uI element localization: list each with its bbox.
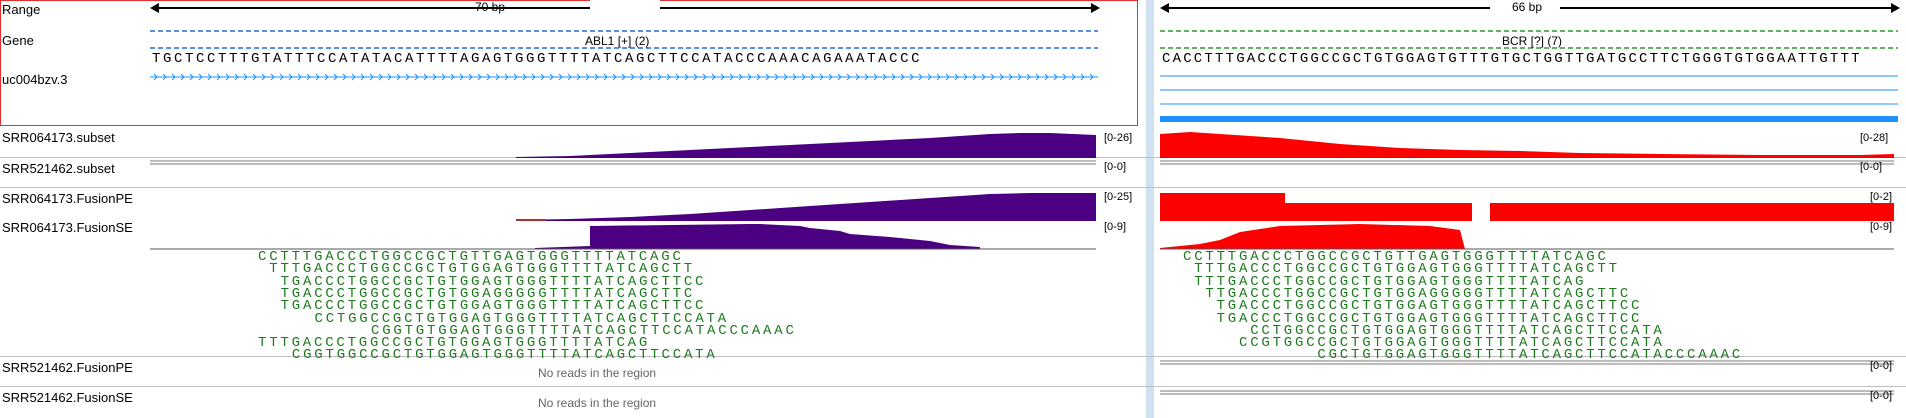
left-coverage-fusionpe[interactable]	[150, 190, 1096, 221]
right-range-pe2: [0-0]	[1870, 360, 1893, 372]
left-coverage-srr521462-subset	[150, 160, 1096, 165]
read-alignment[interactable]: TGACCCTGGCCGCTGTGGAGTGGGTTTTATCAGCTTCC	[1216, 298, 1643, 315]
read-alignment[interactable]: TGACCCTGGCCGCTGTGGAGTGGGTTTTATCAGCTTCC	[280, 273, 707, 290]
read-alignment[interactable]: TGACCCTGGCCGCTGTGGAGTGGGTTTTATCAGCTTCC	[280, 298, 707, 315]
row-divider	[0, 386, 1906, 387]
read-alignment[interactable]: CCTGGCCGCTGTGGAGTGGGTTTTATCAGCTTCCATA	[314, 310, 729, 327]
right-gene-track[interactable]	[1160, 28, 1900, 52]
track-label-srr064173-fusionpe: SRR064173.FusionPE	[2, 191, 133, 206]
right-gene-label[interactable]: BCR [?] (7)	[1502, 34, 1563, 48]
track-label-srr521462-fusionpe: SRR521462.FusionPE	[2, 360, 133, 375]
read-alignment[interactable]: CCTTTGACCCTGGCCGCTGTTGAGTGGGTTTTATCAGC	[258, 249, 684, 265]
left-range-fusionse: [0-9]	[1104, 221, 1127, 233]
right-coverage-fusionpe[interactable]	[1160, 190, 1894, 221]
right-coverage-srr521462-fusionse	[1160, 390, 1894, 395]
read-alignment[interactable]: CGGTGGCCGCTGTGGAGTGGGTTTTATCAGCTTCCATA	[291, 347, 718, 364]
right-range-fusionse: [0-9]	[1870, 221, 1893, 233]
read-alignment[interactable]: TTTGACCCTGGCCGCTGTGGAGTGGGTTTTATCAGCTT	[1194, 261, 1620, 278]
right-coverage-fusionse[interactable]	[1160, 222, 1894, 252]
left-range-ruler	[150, 0, 1100, 16]
left-coverage-srr064173-subset[interactable]	[150, 130, 1096, 158]
left-no-reads-pe: No reads in the region	[538, 366, 657, 380]
track-label-srr521462-subset: SRR521462.subset	[2, 161, 115, 176]
read-alignment[interactable]: TTTGACCCTGGCCGCTGTGGAGTGGGTTTTATCAG	[1194, 273, 1587, 290]
right-range-ruler	[1160, 0, 1900, 16]
left-no-reads-se: No reads in the region	[538, 396, 657, 410]
right-transcript-track[interactable]	[1160, 70, 1900, 126]
left-range-subset2: [0-0]	[1104, 161, 1127, 173]
read-alignment[interactable]: TGACCCTGGCCGCTGTGGAGGGGGTTTTATCAGCTTC	[280, 285, 696, 302]
row-label-transcript: uc004bzv.3	[2, 72, 68, 87]
panel-separator[interactable]	[1146, 0, 1154, 418]
left-coverage-fusionse[interactable]	[150, 222, 1096, 252]
row-divider	[0, 187, 1906, 188]
right-range-fusionpe: [0-2]	[1870, 191, 1893, 203]
row-label-gene: Gene	[2, 33, 34, 48]
read-alignment[interactable]: CCTGGCCGCTGTGGAGTGGGTTTTATCAGCTTCCATA	[1250, 322, 1665, 339]
read-alignment[interactable]: CCTTTGACCCTGGCCGCTGTTGAGTGGGTTTTATCAGC	[1183, 249, 1609, 265]
right-range-label: 66 bp	[1512, 0, 1543, 14]
right-reference-sequence: CACCTTTGACCCTGGCCGCTGTGGAGTGTTTGTGCTGGTT…	[1162, 51, 1862, 67]
right-coverage-srr064173-subset[interactable]	[1160, 130, 1894, 158]
row-divider	[0, 356, 1906, 357]
read-alignment[interactable]: CGGTGTGGAGTGGGTTTTATCAGCTTCCATACCCAAAC	[371, 322, 797, 339]
track-label-srr064173-fusionse: SRR064173.FusionSE	[2, 220, 133, 235]
track-label-srr521462-fusionse: SRR521462.FusionSE	[2, 390, 133, 405]
left-range-subset: [0-26]	[1104, 132, 1133, 144]
read-alignment[interactable]: TTTGACCCTGGCCGCTGTGGAGTGGGTTTTATCAGCTT	[269, 261, 695, 278]
left-header-selection-box	[0, 0, 1138, 126]
right-coverage-srr521462-fusionpe	[1160, 360, 1894, 365]
row-label-range: Range	[2, 2, 41, 17]
left-reference-sequence: TGCTCCTTTGTATTTCCATATACATTTTAGAGTGGGTTTT…	[152, 51, 923, 67]
right-range-se2: [0-0]	[1870, 390, 1893, 402]
read-alignment[interactable]: CGCTGTGGAGTGGGTTTTATCAGCTTCCATACCCAAAC	[1317, 347, 1744, 364]
left-gene-track[interactable]	[150, 28, 1100, 52]
left-transcript-track[interactable]	[150, 72, 1100, 82]
right-coverage-srr521462-subset	[1160, 160, 1894, 165]
read-alignment[interactable]: TTTGACCCTGGCCGCTGTGGAGTGGGTTTTATCAG	[258, 335, 651, 352]
right-range-subset2: [0-0]	[1860, 161, 1883, 173]
track-label-srr064173-subset: SRR064173.subset	[2, 130, 115, 145]
read-alignment[interactable]: CCGTGGCCGCTGTGGAGTGGGTTTTATCAGCTTCCATA	[1239, 335, 1665, 352]
left-range-fusionpe: [0-25]	[1104, 191, 1133, 203]
read-alignment[interactable]: TGACCCTGGCCGCTGTGGAGTGGGTTTTATCAGCTTCC	[1216, 310, 1643, 327]
read-alignment[interactable]: TTGACCCTGGCCGCTGTGGAGGGGGTTTTATCAGCTTC	[1205, 285, 1632, 302]
right-range-subset: [0-28]	[1860, 132, 1889, 144]
left-gene-label[interactable]: ABL1 [+] (2)	[585, 34, 650, 48]
left-range-label: 70 bp	[475, 0, 506, 14]
